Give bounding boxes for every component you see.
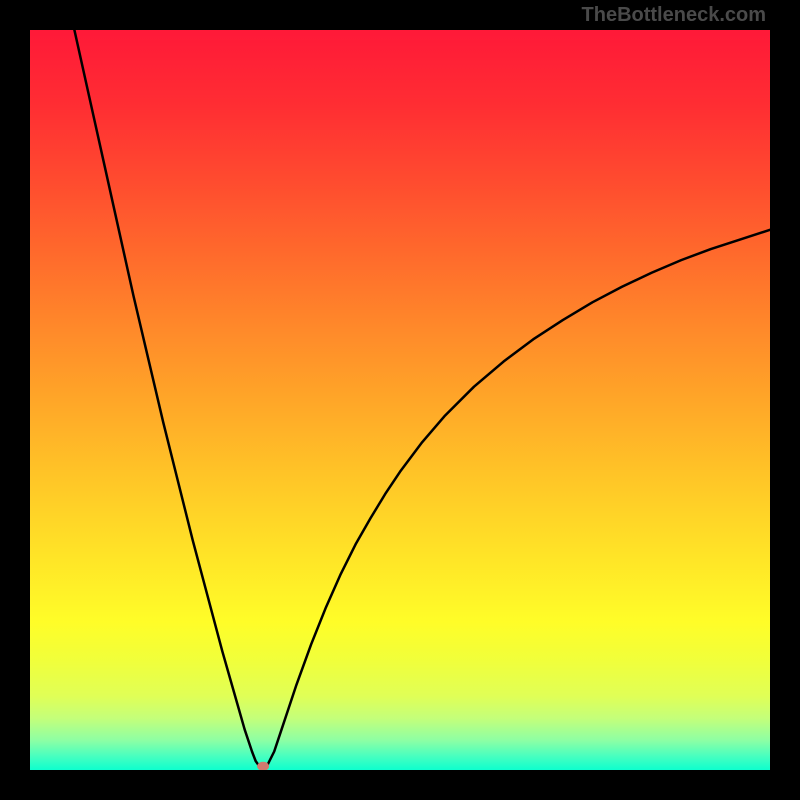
- gradient-background: [30, 30, 770, 770]
- chart-frame: TheBottleneck.com: [0, 0, 800, 800]
- watermark-text: TheBottleneck.com: [582, 4, 766, 27]
- border-bottom: [0, 770, 800, 800]
- plot-area: [30, 30, 770, 770]
- border-left: [0, 0, 30, 800]
- border-right: [770, 0, 800, 800]
- plot-svg: [30, 30, 770, 770]
